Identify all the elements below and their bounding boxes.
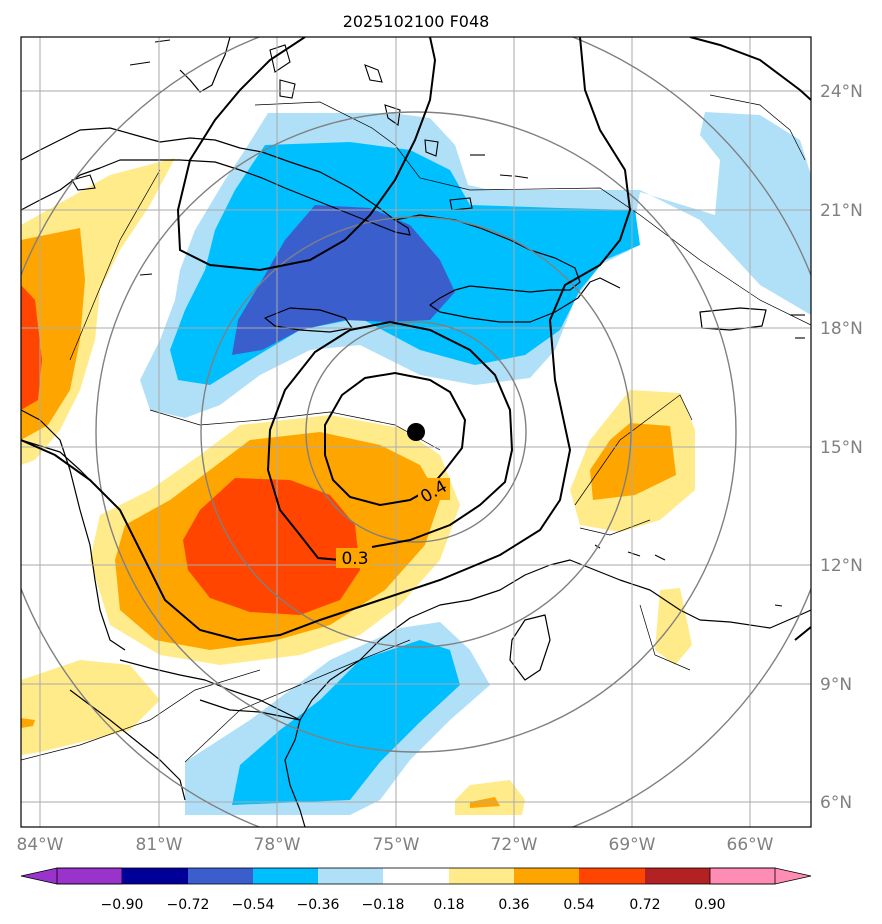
lon-label-81w: 81°W [136, 835, 183, 855]
gridlines [21, 37, 811, 827]
contour-labels: 0.4 0.3 [336, 477, 451, 569]
colorbar-frame [56, 867, 776, 885]
contour-label-0-3: 0.3 [341, 549, 368, 569]
shading-pos-mid-east [590, 423, 676, 500]
colorbar-segment-7 [514, 868, 579, 884]
shading-neg-mid-south [232, 640, 460, 805]
map-frame [20, 36, 812, 828]
coast-hispaniola [394, 214, 621, 323]
colorbar-ticks: −0.90 −0.72 −0.54 −0.36 −0.18 0.18 0.36 … [101, 897, 726, 913]
colorbar-tick-8: 0.54 [563, 897, 594, 913]
colorbar-tick-10: 0.90 [694, 897, 725, 913]
range-rings [21, 37, 811, 827]
colorbar-segment-4 [318, 868, 383, 884]
shading-pos-dark-central [183, 478, 360, 615]
lat-label-12n: 12°N [820, 556, 863, 576]
coast-south-america [284, 719, 306, 827]
lon-label-69w: 69°W [609, 835, 656, 855]
lat-label-24n: 24°N [820, 82, 863, 102]
contour-0-3 [266, 320, 514, 561]
thick-contours [21, 37, 811, 642]
colorbar: −0.90 −0.72 −0.54 −0.36 −0.18 0.18 0.36 … [20, 867, 812, 913]
lat-label-9n: 9°N [820, 675, 852, 695]
colorbar-segment-over [709, 867, 812, 885]
contour-north-loop [176, 37, 437, 272]
shading-pos-mid-southwest [21, 718, 35, 728]
shading-pos-dark-west [21, 285, 42, 410]
colorbar-segment-under [20, 867, 123, 885]
lat-label-15n: 15°N [820, 438, 863, 458]
coast-central-america-north [21, 409, 126, 651]
coast-florida [179, 37, 231, 93]
lat-label-6n: 6°N [820, 793, 852, 813]
colorbar-tick-5: −0.18 [362, 897, 405, 913]
colorbar-segment-9 [645, 868, 710, 884]
colorbar-segment-8 [579, 868, 645, 884]
lon-label-84w: 84°W [17, 835, 64, 855]
contour-0-4 [324, 371, 467, 507]
lon-label-78w: 78°W [254, 835, 301, 855]
shading-neg-dark-north [232, 205, 455, 355]
contour-east [21, 37, 632, 642]
colorbar-tick-2: −0.72 [167, 897, 210, 913]
shading-pos-light-southwest [21, 660, 160, 755]
contour-southeast [794, 626, 811, 641]
colorbar-segment-5 [383, 868, 449, 884]
range-ring-3 [95, 111, 737, 753]
lat-label-18n: 18°N [820, 319, 863, 339]
coast-colombia [379, 559, 811, 641]
lon-labels: 84°W 81°W 78°W 75°W 72°W 69°W 66°W [17, 835, 774, 855]
colorbar-tick-4: −0.36 [297, 897, 340, 913]
colorbar-tick-9: 0.72 [629, 897, 660, 913]
colorbar-tick-1: −0.90 [101, 897, 144, 913]
colorbar-segment-6 [449, 868, 514, 884]
coast-panama [119, 639, 381, 721]
range-ring-1 [305, 321, 527, 543]
colorbar-segment-1 [122, 868, 188, 884]
colorbar-tick-7: 0.36 [498, 897, 529, 913]
storm-center-marker [407, 423, 425, 441]
coast-inland-panama [199, 699, 301, 721]
range-ring-2 [200, 216, 632, 648]
colorbar-tick-3: −0.54 [232, 897, 275, 913]
colorbar-tick-6: 0.18 [433, 897, 464, 913]
lon-label-72w: 72°W [491, 835, 538, 855]
lon-label-66w: 66°W [727, 835, 774, 855]
coast-puerto-rico [699, 307, 767, 331]
lat-labels: 24°N 21°N 18°N 15°N 12°N 9°N 6°N [820, 82, 863, 813]
anomaly-shading [21, 112, 811, 815]
lon-label-75w: 75°W [373, 835, 420, 855]
thin-contours [21, 94, 811, 763]
colorbar-segment-3 [253, 868, 318, 884]
colorbar-segment-2 [188, 868, 253, 884]
shading-pos-light-southeast [655, 588, 692, 665]
contour-far-east [689, 37, 811, 101]
coast-venezuela-gulf [509, 614, 551, 681]
lat-label-21n: 21°N [820, 201, 863, 221]
map-title: 2025102100 F048 [343, 12, 490, 31]
coast-cuba [21, 127, 411, 236]
